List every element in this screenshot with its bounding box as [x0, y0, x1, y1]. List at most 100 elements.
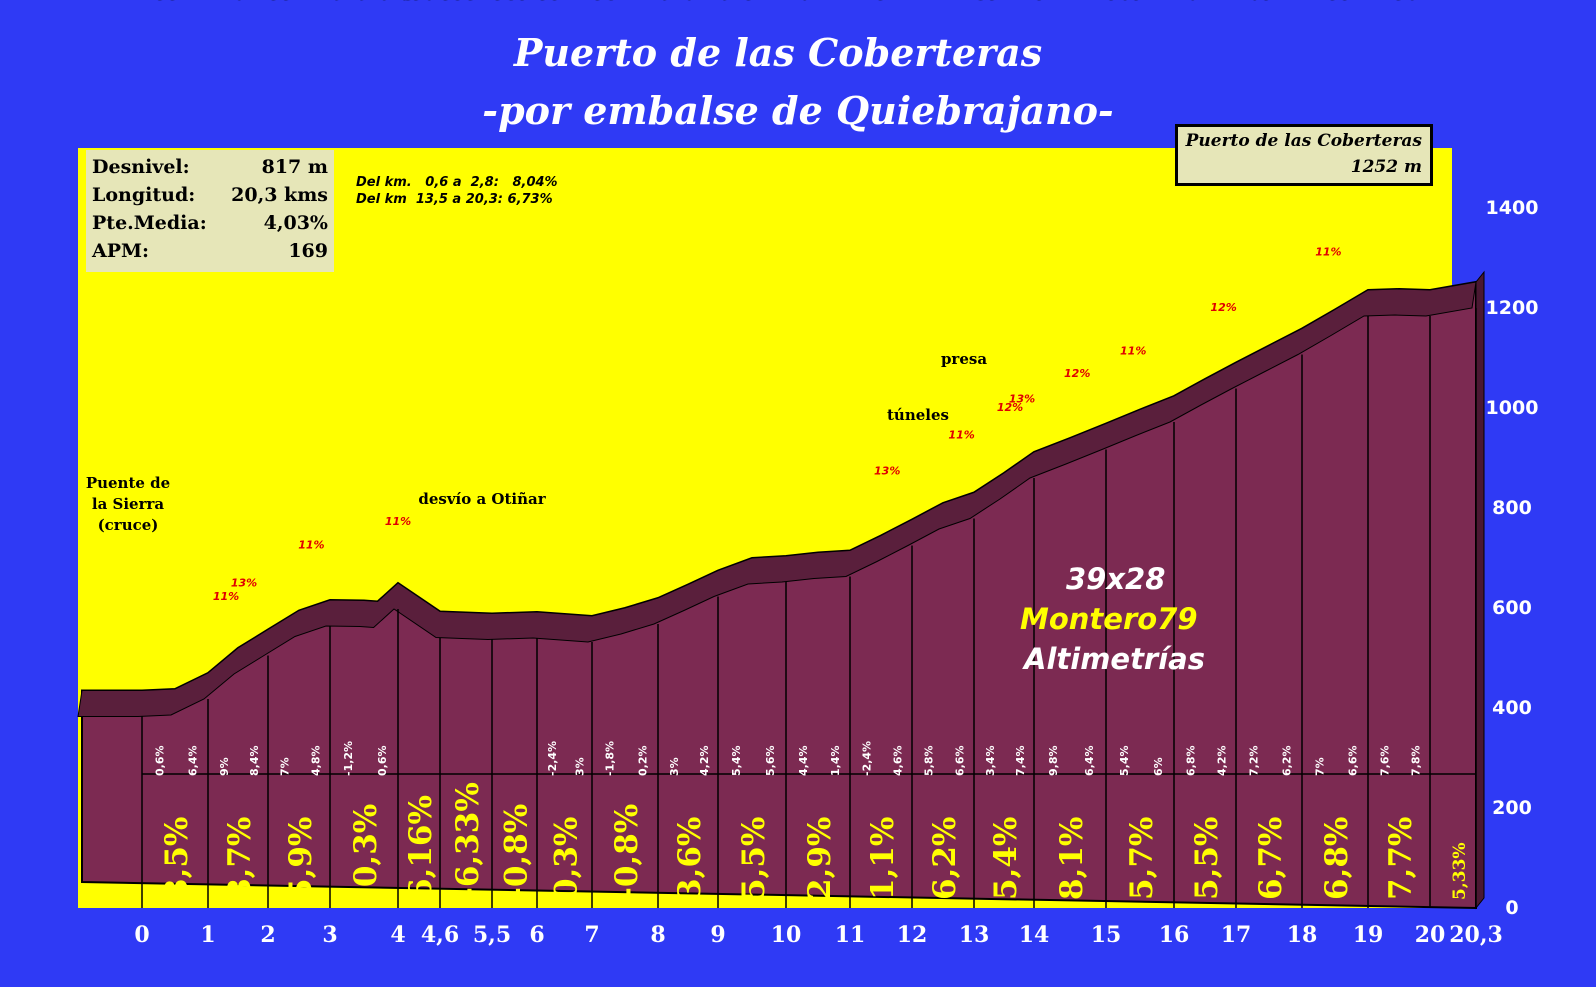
profile-side-face: [1475, 270, 1485, 910]
place-label: Puente de la Sierra (cruce): [86, 474, 170, 534]
km-gradient: 7,7%: [1383, 817, 1419, 900]
km-gradient: 2,9%: [802, 817, 838, 900]
section-gradients: Del km. 0,6 a 2,8: 8,04% Del km 13,5 a 2…: [356, 174, 558, 208]
half-km-gradient: 6,6%: [1347, 745, 1360, 776]
km-gradient: 5,4%: [988, 817, 1024, 900]
x-tick-label: 14: [1019, 922, 1050, 948]
ramp-label: 13%: [1009, 392, 1035, 405]
half-km-gradient: 4,4%: [797, 745, 810, 776]
half-km-gradient: 7,6%: [1379, 745, 1392, 776]
km-gradient: -6,33%: [450, 782, 486, 900]
half-km-gradient: 5,4%: [730, 745, 743, 776]
half-km-gradient: 0,6%: [154, 745, 167, 776]
y-tick-label: 200: [1492, 797, 1532, 819]
half-km-gradient: 7,8%: [1410, 745, 1423, 776]
km-gradient: 5,5%: [736, 817, 772, 900]
y-tick-label: 0: [1505, 897, 1518, 919]
altitude-label: 650: [398, 0, 436, 5]
half-km-gradient: -2,4%: [861, 741, 874, 776]
summit-altitude: 1252 m: [1350, 157, 1422, 177]
half-km-gradient: 7,4%: [1014, 745, 1027, 776]
km-gradient: 3,6%: [672, 817, 708, 900]
y-tick-label: 1000: [1486, 397, 1539, 419]
km-gradient: 5,9%: [283, 817, 319, 900]
x-tick-label: 19: [1353, 922, 1384, 948]
x-tick-label: 17: [1221, 922, 1252, 948]
x-tick-label: 20: [1415, 922, 1446, 948]
stat-label: Pte.Media:: [92, 212, 207, 234]
altitude-label: 616: [330, 0, 368, 5]
gradient-labels: 0,6% 6,4% 9% 8,4% 7% 4,8% -1,2% 0,6% -2,4% 3% -1,8…: [154, 741, 1471, 900]
altitude-label: 435: [142, 0, 180, 5]
half-km-gradient: 8,4%: [248, 745, 261, 776]
ramp-label: 11%: [948, 429, 974, 442]
half-km-gradient: 6,4%: [187, 745, 200, 776]
half-km-gradient: 3%: [573, 757, 586, 776]
x-tick-label: 18: [1287, 922, 1318, 948]
ramp-label: 11%: [298, 538, 324, 551]
summit-sign: Puerto de las Coberteras 1252 m: [1175, 124, 1433, 186]
y-tick-label: 1200: [1486, 297, 1539, 319]
km-gradient: 8,1%: [1054, 817, 1090, 900]
altitude-label: 715: [850, 0, 888, 5]
half-km-gradient: 5,8%: [923, 745, 936, 776]
stat-row: Pte.Media: 4,03%: [92, 212, 328, 240]
half-km-gradient: 6%: [1152, 757, 1165, 776]
altitude-label: 831: [974, 0, 1012, 5]
stat-row: APM: 169: [92, 240, 328, 268]
place-label: presa: [941, 350, 987, 368]
ramp-label: 13%: [874, 464, 900, 477]
x-tick-label: 4: [390, 922, 405, 948]
place-label-line: presa: [941, 350, 987, 368]
y-tick-label: 1400: [1486, 197, 1539, 219]
x-tick-label: 3: [322, 922, 337, 948]
half-km-gradient: 7,2%: [1248, 745, 1261, 776]
ramp-label: 12%: [1210, 301, 1236, 314]
x-tick-label: 0: [134, 922, 149, 948]
half-km-gradient: -2,4%: [546, 741, 559, 776]
profile-top-band: [77, 281, 1477, 717]
summit-name: Puerto de las Coberteras: [1185, 131, 1422, 151]
half-km-gradient: 3%: [668, 757, 681, 776]
stat-label: APM:: [92, 240, 150, 262]
km-gradient: 6,2%: [927, 817, 963, 900]
y-tick-label: 600: [1492, 597, 1532, 619]
altitude-label: 593: [440, 0, 478, 5]
x-tick-label: 8: [650, 922, 665, 948]
altitude-label: 470: [208, 0, 246, 5]
chart-title: Puerto de las Coberteras: [513, 30, 1043, 75]
altitude-label: 1159: [1302, 0, 1352, 5]
credit-author: Montero79: [1020, 602, 1198, 636]
stat-label: Longitud:: [92, 184, 196, 206]
half-km-gradient: 0,6%: [376, 745, 389, 776]
stats-box: Desnivel: 817 m Longitud: 20,3 kms Pte.M…: [86, 150, 334, 272]
place-label-line: desvío a Otiñar: [418, 490, 546, 508]
stat-label: Desnivel:: [92, 156, 190, 178]
km-gradient: -0,8%: [499, 804, 535, 900]
x-tick-label: 20,3: [1449, 922, 1503, 948]
ramp-label: 12%: [1064, 367, 1090, 380]
km-gradient: 0,3%: [549, 817, 585, 900]
x-tick-label: 16: [1159, 922, 1190, 948]
altitude-label: 613: [378, 0, 416, 5]
chart-subtitle: -por embalse de Quiebrajano-: [482, 88, 1114, 133]
altitude-label: 589: [492, 0, 530, 5]
km-gradient: 5,5%: [1189, 817, 1225, 900]
place-label-line: (cruce): [98, 516, 159, 534]
stat-value: 817 m: [261, 156, 328, 178]
half-km-gradient: -1,2%: [342, 741, 355, 776]
x-tick-label: 2: [260, 922, 275, 948]
half-km-gradient: 0,2%: [637, 745, 650, 776]
x-tick-label: 9: [710, 922, 725, 948]
x-tick-label: 6: [529, 922, 544, 948]
half-km-gradient: 3,4%: [984, 745, 997, 776]
half-km-gradient: 5,6%: [764, 745, 777, 776]
stat-row: Longitud: 20,3 kms: [92, 184, 328, 212]
ramp-label: 11%: [1315, 245, 1341, 258]
km-gradient: -0,8%: [609, 804, 645, 900]
km-gradient: 8,7%: [222, 817, 258, 900]
half-km-gradient: 6,2%: [1281, 745, 1294, 776]
half-km-gradient: 4,8%: [310, 745, 323, 776]
stat-value: 20,3 kms: [231, 184, 328, 206]
altitude-label: 557: [268, 0, 306, 5]
